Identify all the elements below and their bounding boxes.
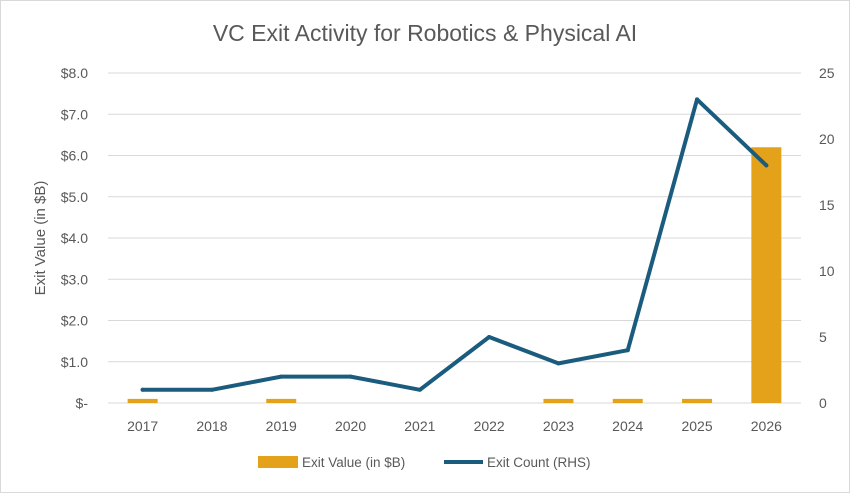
x-tick-label: 2017 — [127, 418, 158, 434]
left-axis-ticks: $- $1.0 $2.0 $3.0 $4.0 $5.0 $6.0 $7.0 $8.0 — [61, 65, 89, 411]
bar — [127, 398, 158, 403]
x-tick-label: 2021 — [404, 418, 435, 434]
x-tick-label: 2024 — [612, 418, 643, 434]
bar — [612, 398, 643, 403]
bar — [682, 398, 713, 403]
legend-swatch-exit-value — [258, 456, 298, 468]
bar — [543, 398, 574, 403]
exit-count-point — [417, 387, 422, 392]
exit-count-point — [487, 335, 492, 339]
bar — [266, 398, 297, 403]
left-tick-label: $- — [76, 395, 89, 411]
y-axis-label: Exit Value (in $B) — [32, 181, 49, 296]
x-tick-label: 2022 — [474, 418, 505, 434]
x-tick-label: 2026 — [751, 418, 782, 434]
bar-series — [127, 147, 782, 403]
exit-count-point — [764, 163, 769, 168]
exit-count-point — [625, 348, 630, 353]
line-series — [140, 97, 769, 392]
exit-count-point — [140, 387, 145, 392]
legend-label-exit-count: Exit Count (RHS) — [487, 455, 591, 470]
right-tick-label: 25 — [819, 65, 835, 81]
x-tick-label: 2025 — [681, 418, 712, 434]
left-tick-label: $7.0 — [61, 106, 88, 122]
exit-count-point — [209, 387, 214, 392]
left-tick-label: $1.0 — [61, 354, 88, 370]
x-axis-ticks: 2017 2018 2019 2020 2021 2022 2023 2024 2025 2026 — [127, 418, 782, 434]
x-tick-label: 2019 — [266, 418, 297, 434]
right-tick-label: 5 — [819, 329, 827, 345]
legend: Exit Value (in $B) Exit Count (RHS) — [258, 455, 591, 470]
right-axis-ticks: 0 5 10 15 20 25 — [819, 65, 835, 411]
x-tick-label: 2020 — [335, 418, 366, 434]
gridlines — [108, 72, 801, 404]
exit-count-point — [348, 374, 353, 379]
x-tick-label: 2018 — [196, 418, 227, 434]
left-tick-label: $5.0 — [61, 189, 88, 205]
right-tick-label: 15 — [819, 197, 835, 213]
bar — [751, 147, 782, 403]
left-tick-label: $6.0 — [61, 148, 88, 164]
exit-count-point — [695, 97, 700, 102]
right-tick-label: 0 — [819, 395, 827, 411]
exit-count-line — [140, 97, 769, 392]
left-tick-label: $2.0 — [61, 313, 88, 329]
right-tick-label: 10 — [819, 263, 835, 279]
right-tick-label: 20 — [819, 131, 835, 147]
legend-label-exit-value: Exit Value (in $B) — [302, 455, 405, 470]
x-tick-label: 2023 — [543, 418, 574, 434]
chart-title: VC Exit Activity for Robotics & Physical… — [213, 20, 637, 46]
left-tick-label: $8.0 — [61, 65, 88, 81]
exit-count-point — [279, 374, 284, 379]
exit-count-point — [556, 361, 561, 366]
left-tick-label: $3.0 — [61, 271, 88, 287]
left-tick-label: $4.0 — [61, 230, 88, 246]
